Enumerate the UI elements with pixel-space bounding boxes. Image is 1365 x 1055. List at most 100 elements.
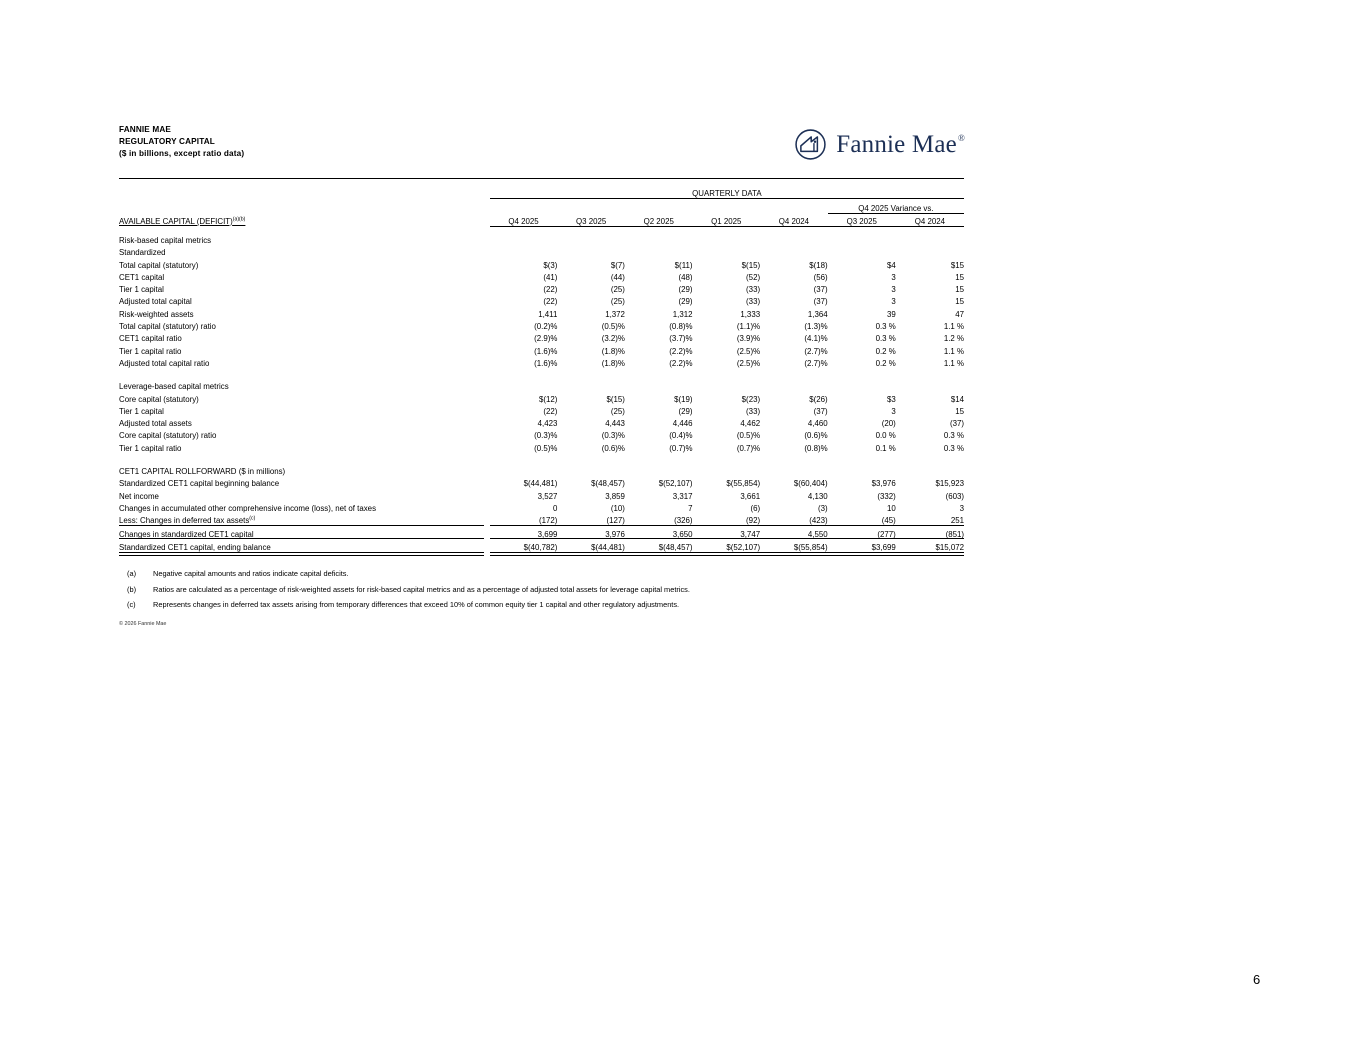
cell-value: (0.8)% — [804, 443, 828, 453]
regulatory-capital-table: QUARTERLY DATA Q4 2025 Variance vs. AVAILA… — [119, 190, 964, 556]
cell-value: 1,312 — [672, 309, 693, 319]
total-rule-inner — [119, 551, 964, 553]
row-label: Less: Changes in deferred tax assets(c) — [119, 515, 256, 526]
cell-value: $(52,107) — [658, 479, 693, 489]
header-divider — [119, 178, 964, 179]
cell-value: (25) — [610, 285, 625, 295]
cell-value: 1.2 % — [943, 334, 964, 344]
cell-value: (172) — [538, 516, 558, 526]
table-row: Standardized CET1 capital, ending balanc… — [119, 539, 964, 552]
footnote-text: Negative capital amounts and ratios indi… — [153, 569, 349, 578]
cell-value: (277) — [877, 529, 896, 539]
cell-value: (0.4)% — [669, 431, 693, 441]
row-label: Standardized CET1 capital beginning bala… — [119, 479, 280, 489]
cell-value: (1.6)% — [534, 358, 558, 368]
column-header-5: Q4 2024 — [778, 216, 810, 226]
cell-value: (29) — [678, 285, 693, 295]
cell-value: (3.2)% — [601, 334, 625, 344]
section-header: Risk-based capital metrics — [119, 236, 212, 245]
row-label: Adjusted total assets — [119, 419, 192, 429]
row-label: Standardized CET1 capital, ending balanc… — [119, 542, 271, 552]
cell-value: 7 — [688, 503, 693, 513]
footnote-key: (c) — [127, 600, 136, 609]
row-label: Risk-weighted assets — [119, 309, 194, 319]
column-header-4: Q1 2025 — [711, 216, 742, 226]
cell-value: 4,130 — [807, 491, 828, 501]
cell-value: (3.7)% — [669, 334, 693, 344]
cell-value: (2.2)% — [669, 358, 693, 368]
cell-value: $(19) — [674, 394, 693, 404]
cell-value: $(18) — [809, 260, 828, 270]
footnote-key: (b) — [127, 584, 137, 594]
column-header-7: Q4 2024 — [914, 216, 946, 226]
cell-value: (0.2)% — [534, 322, 558, 332]
logo-wordmark-text: Fannie Mae — [836, 131, 957, 158]
row-label: Total capital (statutory) — [119, 260, 199, 270]
cell-value: 0.2 % — [875, 358, 896, 368]
table-row: Adjusted total assets 4,423 4,443 4,446 4,46… — [119, 416, 964, 428]
row-label: Adjusted total capital ratio — [119, 358, 210, 368]
cell-value: $(52,107) — [726, 542, 761, 552]
cell-value: (3.9)% — [736, 334, 761, 344]
cell-value: $(26) — [809, 394, 828, 404]
cell-value: $3 — [887, 394, 896, 404]
cell-value: (10) — [610, 503, 625, 513]
cell-value: $(40,782) — [523, 542, 558, 552]
cell-value: $3,699 — [871, 542, 896, 552]
row-label: Adjusted total capital — [119, 297, 192, 307]
cell-value: (1.6)% — [534, 346, 558, 356]
column-header-1: Q4 2025 — [508, 216, 539, 226]
row-label: Tier 1 capital — [119, 285, 164, 295]
table-row: Core capital (statutory) $(12) $(15) $(19) $… — [119, 391, 964, 403]
cell-value: 15 — [955, 272, 964, 282]
footnote-text: Ratios are calculated as a percentage of… — [153, 584, 690, 594]
cell-value: (45) — [881, 516, 896, 526]
table-row: Risk-weighted assets 1,411 1,372 1,312 1,333… — [119, 306, 964, 318]
variance-header-row: Q4 2025 Variance vs. — [119, 205, 964, 213]
report-title: REGULATORY CAPITAL — [119, 137, 215, 147]
cell-value: $(11) — [674, 260, 693, 270]
cell-value: 3 — [891, 297, 896, 307]
cell-value: $(60,404) — [793, 479, 828, 489]
table-row: Adjusted total capital (22) (25) (29) (33) (3… — [119, 294, 964, 306]
cell-value: (22) — [543, 406, 558, 416]
section-header-row: Risk-based capital metrics — [119, 233, 964, 245]
cell-value: (2.2)% — [669, 346, 693, 356]
cell-value: 0.3 % — [875, 322, 896, 332]
cell-value: (0.5)% — [601, 322, 625, 332]
cell-value: (0.6)% — [804, 431, 828, 441]
table-row: CET1 capital (41) (44) (48) (52) (56) 3 15 — [119, 270, 964, 282]
cell-value: (0.8)% — [669, 322, 693, 332]
table-row: Net income 3,527 3,859 3,317 3,661 4,130 (332)… — [119, 488, 964, 500]
cell-value: (25) — [610, 406, 625, 416]
cell-value: 15 — [955, 297, 964, 307]
cell-value: (22) — [543, 285, 558, 295]
cell-value: 0.2 % — [875, 346, 896, 356]
section-header-row: CET1 CAPITAL ROLLFORWARD ($ in millions) — [119, 464, 964, 476]
cell-value: 3,527 — [537, 491, 558, 501]
footnote-item: (a) Negative capital amounts and ratios i… — [127, 566, 967, 582]
column-header-row: AVAILABLE CAPITAL (DEFICIT)(a)(b) Q4 2025… — [119, 213, 964, 225]
row-label: Changes in standardized CET1 capital — [119, 529, 254, 539]
row-label: Core capital (statutory) ratio — [119, 431, 217, 441]
registered-mark: ® — [957, 132, 965, 143]
cell-value: 15 — [955, 285, 964, 295]
document-header: FANNIE MAE REGULATORY CAPITAL ($ in bill… — [119, 124, 965, 161]
row-label: CET1 capital ratio — [119, 334, 182, 344]
header-text-block: FANNIE MAE REGULATORY CAPITAL ($ in bill… — [119, 124, 964, 161]
cell-value: 4,443 — [605, 419, 625, 429]
column-header-6: Q3 2025 — [846, 216, 877, 226]
table-row: CET1 capital ratio (2.9)% (3.2)% (3.7)% (3.9… — [119, 331, 964, 343]
cell-value: 3,699 — [537, 529, 558, 539]
cell-value: (48) — [678, 272, 693, 282]
cell-value: 3,747 — [740, 529, 761, 539]
cell-value: 0.3 % — [943, 443, 964, 453]
table-row: Total capital (statutory) $(3) $(7) $(11) $(… — [119, 257, 964, 269]
spacer-row — [119, 368, 964, 379]
cell-value: 1,372 — [605, 309, 625, 319]
table-row: Standardized CET1 capital beginning bala… — [119, 476, 964, 488]
section-subheader-row: Standardized — [119, 245, 964, 257]
table-row: Total capital (statutory) ratio (0.2)% (0.… — [119, 319, 964, 331]
section-header: CET1 CAPITAL ROLLFORWARD ($ in millions) — [119, 467, 286, 477]
cell-value: (127) — [606, 516, 625, 526]
